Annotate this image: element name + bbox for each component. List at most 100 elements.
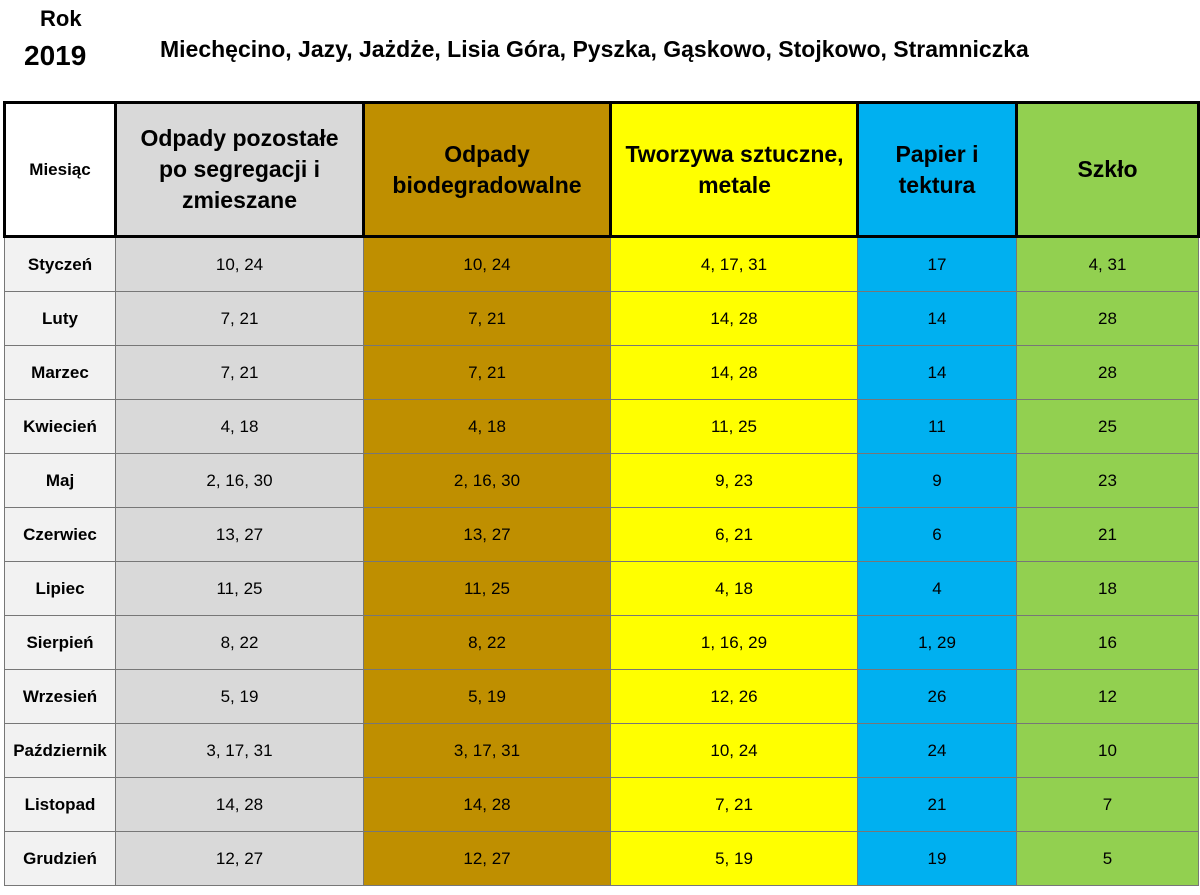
month-cell: Maj	[4, 453, 116, 508]
mixed-waste-dates: 12, 27	[115, 831, 364, 886]
glass-dates: 5	[1016, 831, 1199, 886]
month-cell: Grudzień	[4, 831, 116, 886]
paper-dates: 4	[857, 561, 1017, 616]
mixed-waste-dates: 5, 19	[115, 669, 364, 724]
glass-dates: 23	[1016, 453, 1199, 508]
paper-dates: 21	[857, 777, 1017, 832]
table-row: Listopad 14, 28 14, 28 7, 21 21 7	[4, 777, 1199, 832]
plastics-metals-dates: 5, 19	[610, 831, 858, 886]
paper-dates: 1, 29	[857, 615, 1017, 670]
plastics-metals-dates: 6, 21	[610, 507, 858, 562]
month-cell: Wrzesień	[4, 669, 116, 724]
mixed-waste-dates: 4, 18	[115, 399, 364, 454]
month-cell: Styczeń	[4, 236, 116, 292]
biodegradable-dates: 13, 27	[363, 507, 611, 562]
mixed-waste-dates: 14, 28	[115, 777, 364, 832]
biodegradable-dates: 10, 24	[363, 236, 611, 292]
month-cell: Lipiec	[4, 561, 116, 616]
plastics-metals-dates: 11, 25	[610, 399, 858, 454]
paper-dates: 17	[857, 236, 1017, 292]
table-row: Sierpień 8, 22 8, 22 1, 16, 29 1, 29 16	[4, 615, 1199, 670]
plastics-metals-dates: 7, 21	[610, 777, 858, 832]
biodegradable-dates: 2, 16, 30	[363, 453, 611, 508]
column-header-month: Miesiąc	[3, 101, 117, 238]
biodegradable-dates: 4, 18	[363, 399, 611, 454]
column-header-mixed-label: Odpady pozostałe po segregacji i zmiesza…	[140, 125, 339, 213]
paper-dates: 19	[857, 831, 1017, 886]
table-row: Marzec 7, 21 7, 21 14, 28 14 28	[4, 345, 1199, 400]
paper-dates: 14	[857, 345, 1017, 400]
biodegradable-dates: 3, 17, 31	[363, 723, 611, 778]
month-cell: Marzec	[4, 345, 116, 400]
column-header-paper-label: Papier i tektura	[895, 140, 979, 198]
table-row: Grudzień 12, 27 12, 27 5, 19 19 5	[4, 831, 1199, 886]
plastics-metals-dates: 14, 28	[610, 345, 858, 400]
mixed-waste-dates: 3, 17, 31	[115, 723, 364, 778]
collection-schedule-table: Miesiąc Odpady pozostałe po segregacji i…	[3, 101, 1200, 886]
column-header-mixed-waste: Odpady pozostałe po segregacji i zmiesza…	[114, 101, 365, 238]
month-cell: Sierpień	[4, 615, 116, 670]
glass-dates: 4, 31	[1016, 236, 1199, 292]
plastics-metals-dates: 12, 26	[610, 669, 858, 724]
glass-dates: 12	[1016, 669, 1199, 724]
month-cell: Luty	[4, 291, 116, 346]
plastics-metals-dates: 4, 18	[610, 561, 858, 616]
table-row: Luty 7, 21 7, 21 14, 28 14 28	[4, 291, 1199, 346]
table-row: Kwiecień 4, 18 4, 18 11, 25 11 25	[4, 399, 1199, 454]
paper-dates: 26	[857, 669, 1017, 724]
plastics-metals-dates: 4, 17, 31	[610, 236, 858, 292]
year-value: 2019	[24, 40, 87, 71]
column-header-bio-label: Odpady biodegradowalne	[392, 140, 582, 198]
header-row: Miesiąc Odpady pozostałe po segregacji i…	[3, 101, 1200, 238]
glass-dates: 28	[1016, 291, 1199, 346]
column-header-biodegradable: Odpady biodegradowalne	[362, 101, 612, 238]
paper-dates: 6	[857, 507, 1017, 562]
column-header-paper: Papier i tektura	[856, 101, 1018, 238]
mixed-waste-dates: 10, 24	[115, 236, 364, 292]
glass-dates: 18	[1016, 561, 1199, 616]
table-row: Październik 3, 17, 31 3, 17, 31 10, 24 24 10	[4, 723, 1199, 778]
glass-dates: 7	[1016, 777, 1199, 832]
month-cell: Październik	[4, 723, 116, 778]
mixed-waste-dates: 13, 27	[115, 507, 364, 562]
table-header: Miesiąc Odpady pozostałe po segregacji i…	[3, 101, 1200, 238]
table-row: Wrzesień 5, 19 5, 19 12, 26 26 12	[4, 669, 1199, 724]
mixed-waste-dates: 2, 16, 30	[115, 453, 364, 508]
year-caption: Rok	[40, 6, 82, 31]
glass-dates: 28	[1016, 345, 1199, 400]
biodegradable-dates: 11, 25	[363, 561, 611, 616]
paper-dates: 9	[857, 453, 1017, 508]
glass-dates: 25	[1016, 399, 1199, 454]
plastics-metals-dates: 10, 24	[610, 723, 858, 778]
plastics-metals-dates: 14, 28	[610, 291, 858, 346]
mixed-waste-dates: 8, 22	[115, 615, 364, 670]
glass-dates: 21	[1016, 507, 1199, 562]
plastics-metals-dates: 9, 23	[610, 453, 858, 508]
month-cell: Listopad	[4, 777, 116, 832]
biodegradable-dates: 5, 19	[363, 669, 611, 724]
mixed-waste-dates: 7, 21	[115, 291, 364, 346]
paper-dates: 11	[857, 399, 1017, 454]
month-cell: Kwiecień	[4, 399, 116, 454]
paper-dates: 14	[857, 291, 1017, 346]
biodegradable-dates: 8, 22	[363, 615, 611, 670]
column-header-glass: Szkło	[1015, 101, 1200, 238]
mixed-waste-dates: 11, 25	[115, 561, 364, 616]
mixed-waste-dates: 7, 21	[115, 345, 364, 400]
column-header-plastic-label: Tworzywa sztuczne, metale	[625, 140, 844, 198]
paper-dates: 24	[857, 723, 1017, 778]
month-cell: Czerwiec	[4, 507, 116, 562]
biodegradable-dates: 7, 21	[363, 345, 611, 400]
table-row: Lipiec 11, 25 11, 25 4, 18 4 18	[4, 561, 1199, 616]
locations-title: Miechęcino, Jazy, Jażdże, Lisia Góra, Py…	[160, 36, 1029, 62]
table-body: Styczeń 10, 24 10, 24 4, 17, 31 17 4, 31 Luty 7…	[4, 236, 1199, 886]
table-row: Czerwiec 13, 27 13, 27 6, 21 6 21	[4, 507, 1199, 562]
glass-dates: 16	[1016, 615, 1199, 670]
column-header-plastics-metals: Tworzywa sztuczne, metale	[609, 101, 859, 238]
table-row: Maj 2, 16, 30 2, 16, 30 9, 23 9 23	[4, 453, 1199, 508]
biodegradable-dates: 14, 28	[363, 777, 611, 832]
biodegradable-dates: 7, 21	[363, 291, 611, 346]
table-row: Styczeń 10, 24 10, 24 4, 17, 31 17 4, 31	[4, 236, 1199, 292]
biodegradable-dates: 12, 27	[363, 831, 611, 886]
plastics-metals-dates: 1, 16, 29	[610, 615, 858, 670]
